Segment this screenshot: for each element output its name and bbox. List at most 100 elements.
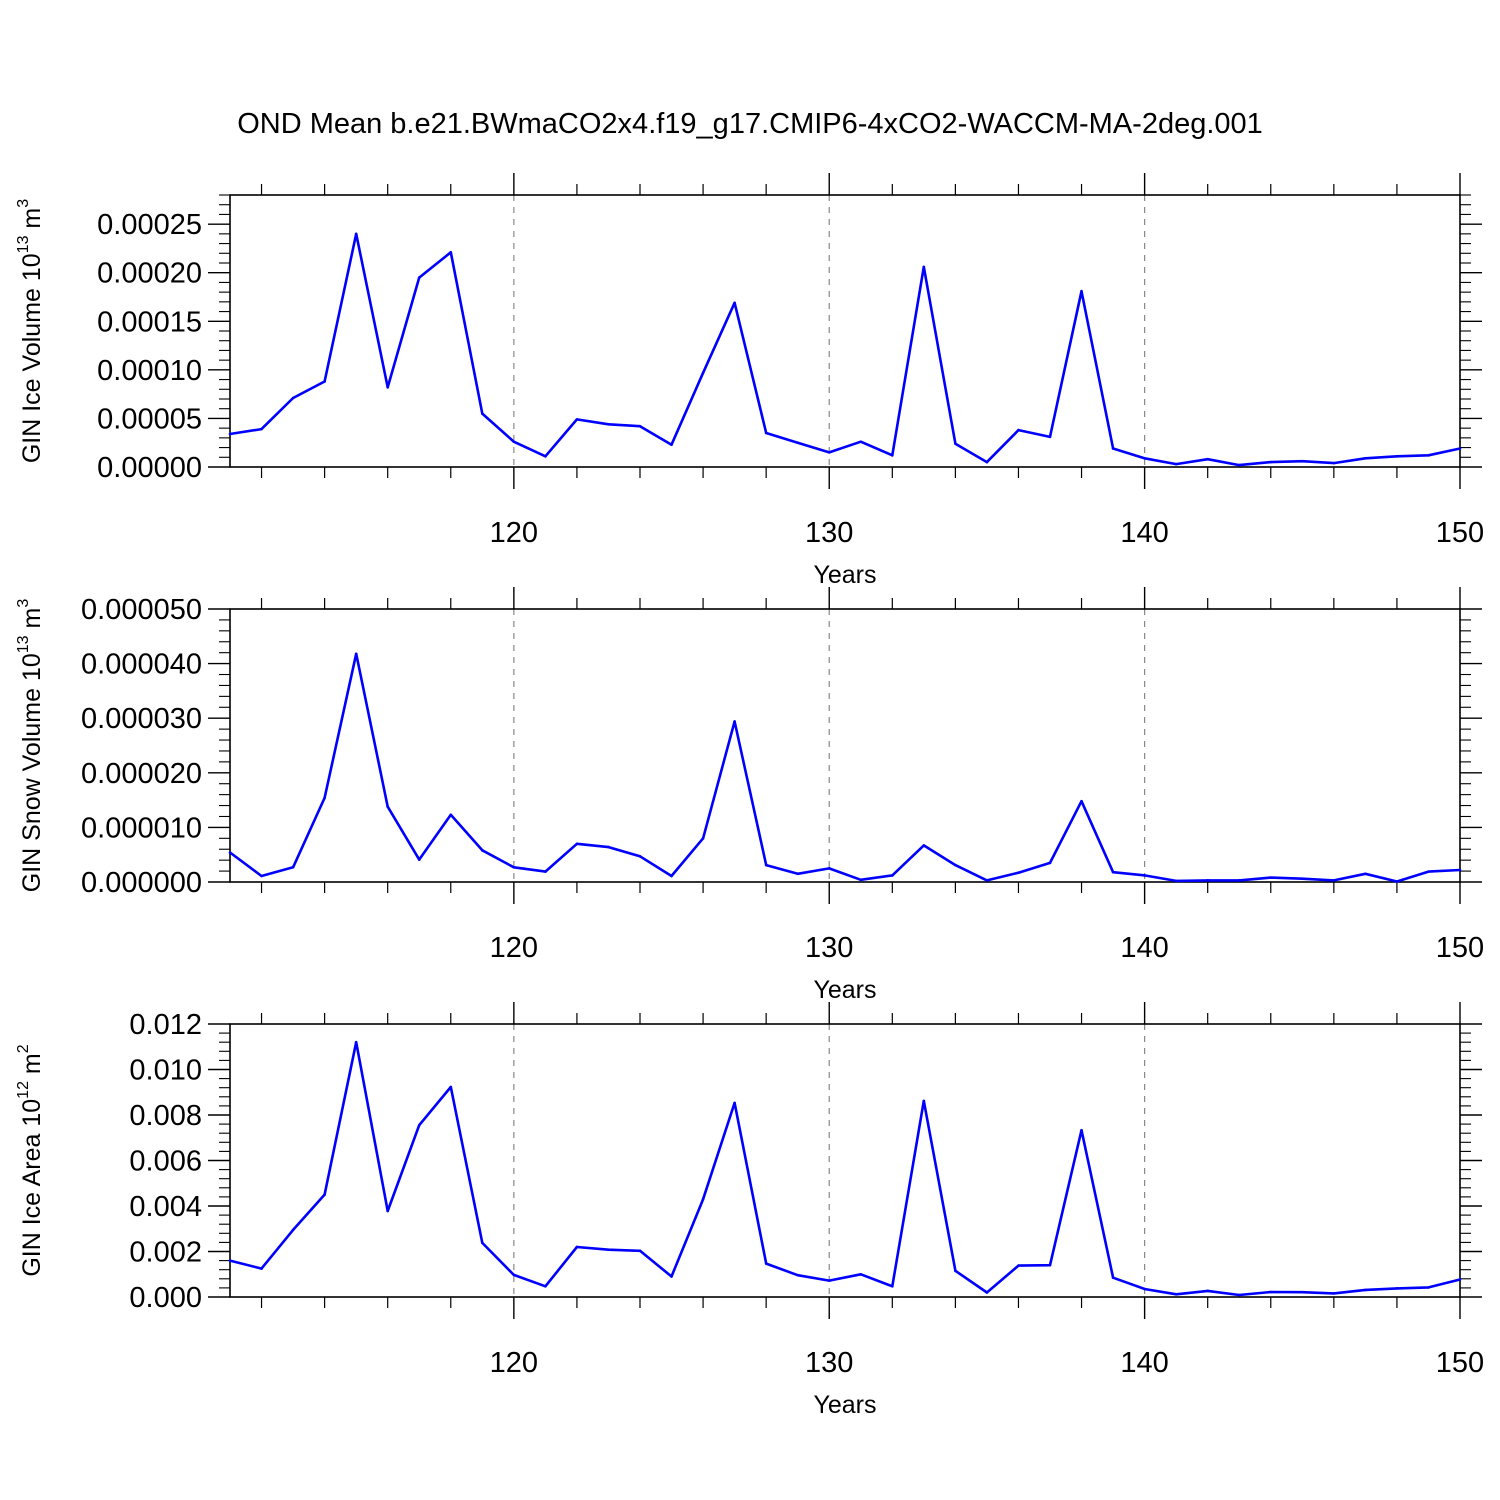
data-point — [386, 386, 389, 389]
data-point — [607, 845, 610, 849]
y-axis-label: GIN Ice Volume 1013 m3 — [15, 199, 46, 463]
data-point — [544, 1285, 547, 1288]
data-point — [1332, 879, 1336, 882]
data-point — [1080, 289, 1083, 293]
data-point — [1080, 1128, 1083, 1132]
y-tick-label: 0.000010 — [81, 812, 202, 844]
data-point — [386, 805, 389, 808]
data-point — [733, 1101, 736, 1105]
data-point — [291, 396, 295, 400]
data-point — [1301, 1290, 1304, 1294]
x-tick-label: 130 — [805, 932, 853, 964]
y-axis-label: GIN Snow Volume 1013 m3 — [15, 599, 46, 893]
y-tick-label: 0.004 — [129, 1191, 202, 1223]
y-tick-label: 0.00015 — [97, 306, 202, 338]
x-tick-label: 140 — [1120, 932, 1168, 964]
data-point — [827, 451, 831, 454]
data-point — [670, 1275, 673, 1278]
data-point — [544, 870, 547, 873]
data-point — [1395, 1287, 1399, 1290]
data-point — [859, 1272, 863, 1276]
data-point — [1206, 1289, 1209, 1293]
x-tick-label: 140 — [1120, 517, 1168, 549]
data-point — [260, 1267, 263, 1270]
data-point — [1301, 459, 1304, 463]
y-tick-label: 0.000020 — [81, 758, 202, 790]
y-tick-label: 0.000030 — [81, 703, 202, 735]
data-point — [891, 454, 894, 457]
data-point — [1017, 871, 1020, 875]
data-point — [638, 1249, 642, 1253]
data-point — [1111, 870, 1115, 874]
data-point — [449, 1085, 453, 1089]
x-tick-label: 150 — [1436, 517, 1484, 549]
y-tick-label: 0.00025 — [97, 209, 202, 241]
data-point — [386, 1209, 389, 1213]
data-point — [323, 380, 326, 383]
data-point — [733, 720, 736, 723]
data-point — [1364, 1288, 1367, 1292]
chart-panel-2: 0.000000 0.000010 0.000020 0.000030 0.000040… — [15, 587, 1484, 1004]
data-point — [512, 440, 516, 444]
data-point — [1364, 456, 1367, 460]
data-point — [1143, 456, 1146, 460]
data-point — [260, 427, 263, 431]
data-point — [575, 1245, 579, 1249]
data-point — [859, 878, 863, 882]
data-point — [575, 418, 579, 421]
data-point — [1206, 879, 1209, 882]
data-point — [1395, 880, 1399, 883]
data-point — [1206, 457, 1209, 461]
data-point — [512, 1273, 516, 1277]
data-point — [985, 460, 989, 464]
data-point — [701, 1197, 705, 1201]
data-point — [323, 796, 326, 800]
data-point — [985, 879, 989, 882]
data-point — [1269, 876, 1273, 879]
y-tick-label: 0.002 — [129, 1237, 202, 1269]
data-point — [1143, 874, 1146, 877]
data-point — [954, 863, 957, 867]
plot-frame — [229, 194, 1461, 468]
data-point — [1017, 1264, 1020, 1267]
data-point — [417, 1123, 421, 1127]
data-point — [1332, 461, 1336, 465]
x-tick-label: 120 — [490, 1347, 538, 1379]
data-point — [291, 1228, 295, 1232]
data-point — [1269, 460, 1273, 464]
y-tick-label: 0.000000 — [81, 867, 202, 899]
data-point — [638, 424, 642, 428]
data-point — [1237, 1293, 1241, 1297]
data-point — [891, 1285, 894, 1288]
data-point — [291, 865, 295, 869]
data-point — [417, 858, 421, 861]
data-point — [1174, 879, 1178, 883]
x-axis-label: Years — [813, 561, 876, 589]
y-tick-label: 0.00000 — [97, 452, 202, 484]
series-line — [229, 1040, 1461, 1297]
data-point — [481, 849, 484, 852]
x-tick-label: 140 — [1120, 1347, 1168, 1379]
x-tick-label: 130 — [805, 517, 853, 549]
data-point — [1395, 455, 1399, 458]
data-point — [1048, 861, 1052, 865]
data-point — [638, 855, 642, 858]
data-point — [764, 863, 768, 867]
data-point — [827, 1279, 831, 1282]
series-line — [229, 232, 1461, 467]
data-point — [954, 442, 957, 445]
data-point — [481, 1241, 484, 1245]
data-point — [575, 842, 579, 846]
data-point — [354, 1040, 358, 1044]
data-point — [607, 1248, 610, 1251]
data-point — [1048, 1263, 1052, 1267]
data-point — [985, 1291, 989, 1294]
data-point — [954, 1269, 957, 1273]
data-point — [228, 1259, 232, 1262]
data-point — [1080, 799, 1083, 803]
data-point — [1269, 1290, 1273, 1294]
x-tick-label: 150 — [1436, 1347, 1484, 1379]
data-point — [323, 1193, 326, 1196]
data-point — [891, 874, 894, 877]
data-point — [1237, 463, 1241, 467]
